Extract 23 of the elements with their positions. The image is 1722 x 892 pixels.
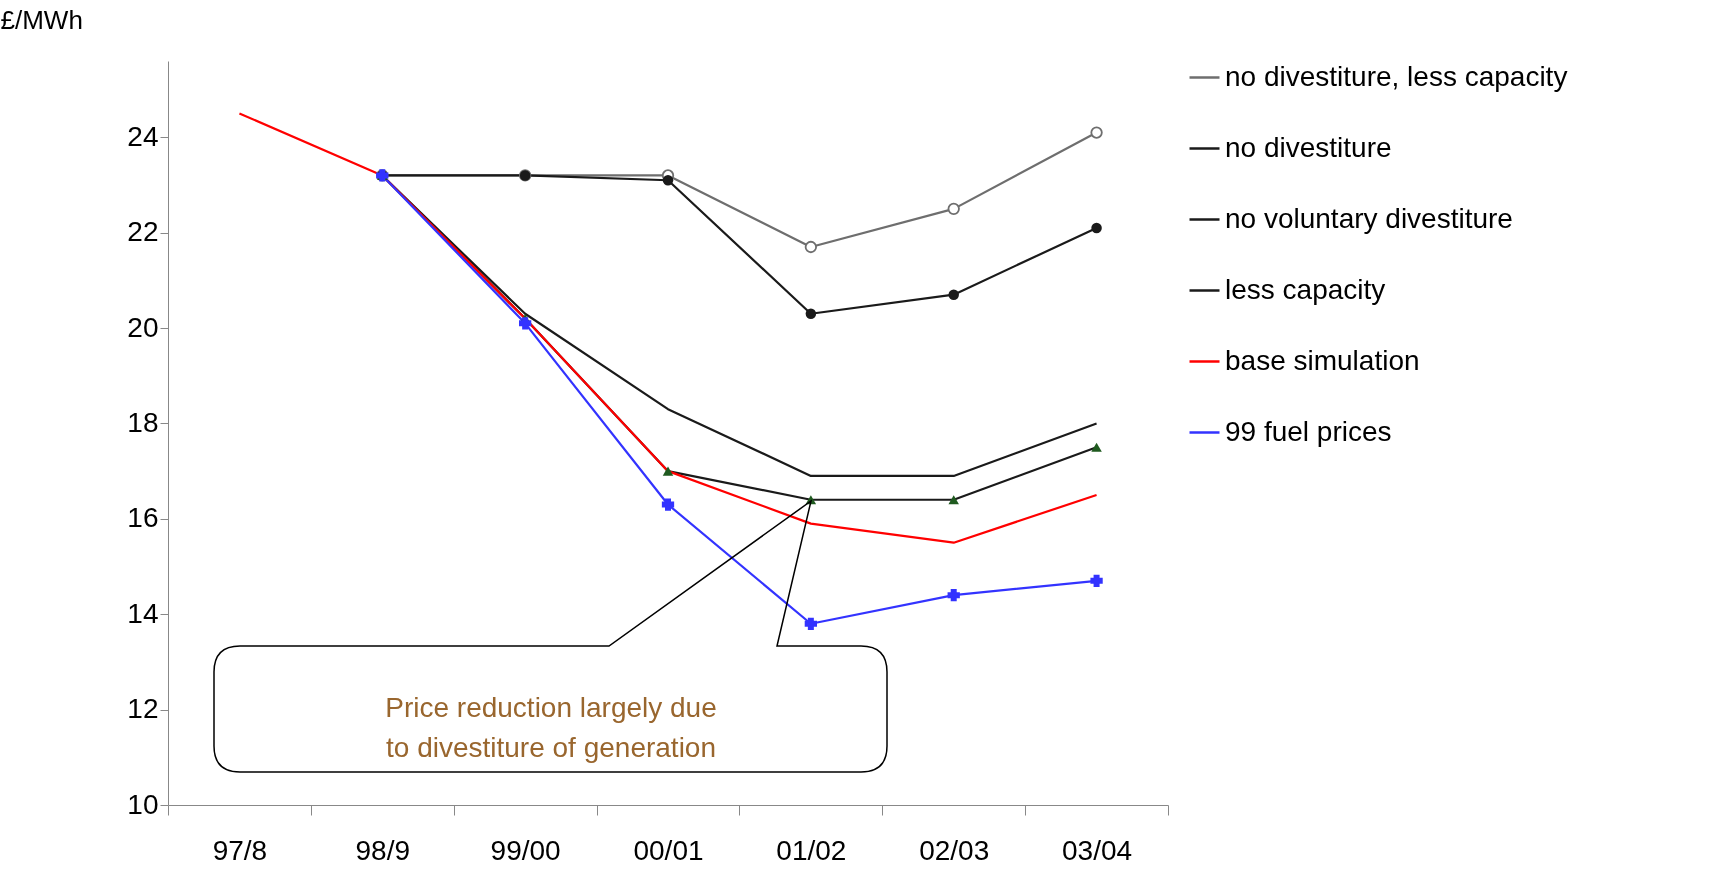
legend-label: no divestiture [1225,131,1392,163]
y-tick-label: 14 [127,597,159,629]
y-tick-label: 16 [127,502,159,534]
y-tick-label: 24 [127,120,159,152]
legend-label: base simulation [1225,344,1420,376]
legend-label: 99 fuel prices [1225,415,1392,447]
annotation: Price reduction largely due to divestiture of generation [385,692,717,763]
x-tick-label: 97/8 [212,834,268,866]
legend-label: no divestiture, less capacity [1225,60,1568,92]
legend-label: no voluntary divestiture [1225,202,1513,234]
x-tick-label: 00/01 [633,834,704,866]
y-tick-label: 20 [127,311,159,343]
y-tick-label: 10 [127,788,159,820]
y-tick-label: 18 [127,406,159,438]
x-tick-label: 01/02 [776,834,847,866]
y-axis-title: £/MWh [0,4,83,35]
x-tick-label: 98/9 [355,834,411,866]
y-tick-label: 12 [127,693,159,725]
y-tick-label: 22 [127,216,159,248]
x-tick-label: 03/04 [1062,834,1133,866]
x-tick-label: 99/00 [490,834,561,866]
legend-label: less capacity [1225,273,1386,305]
x-tick-label: 02/03 [919,834,990,866]
